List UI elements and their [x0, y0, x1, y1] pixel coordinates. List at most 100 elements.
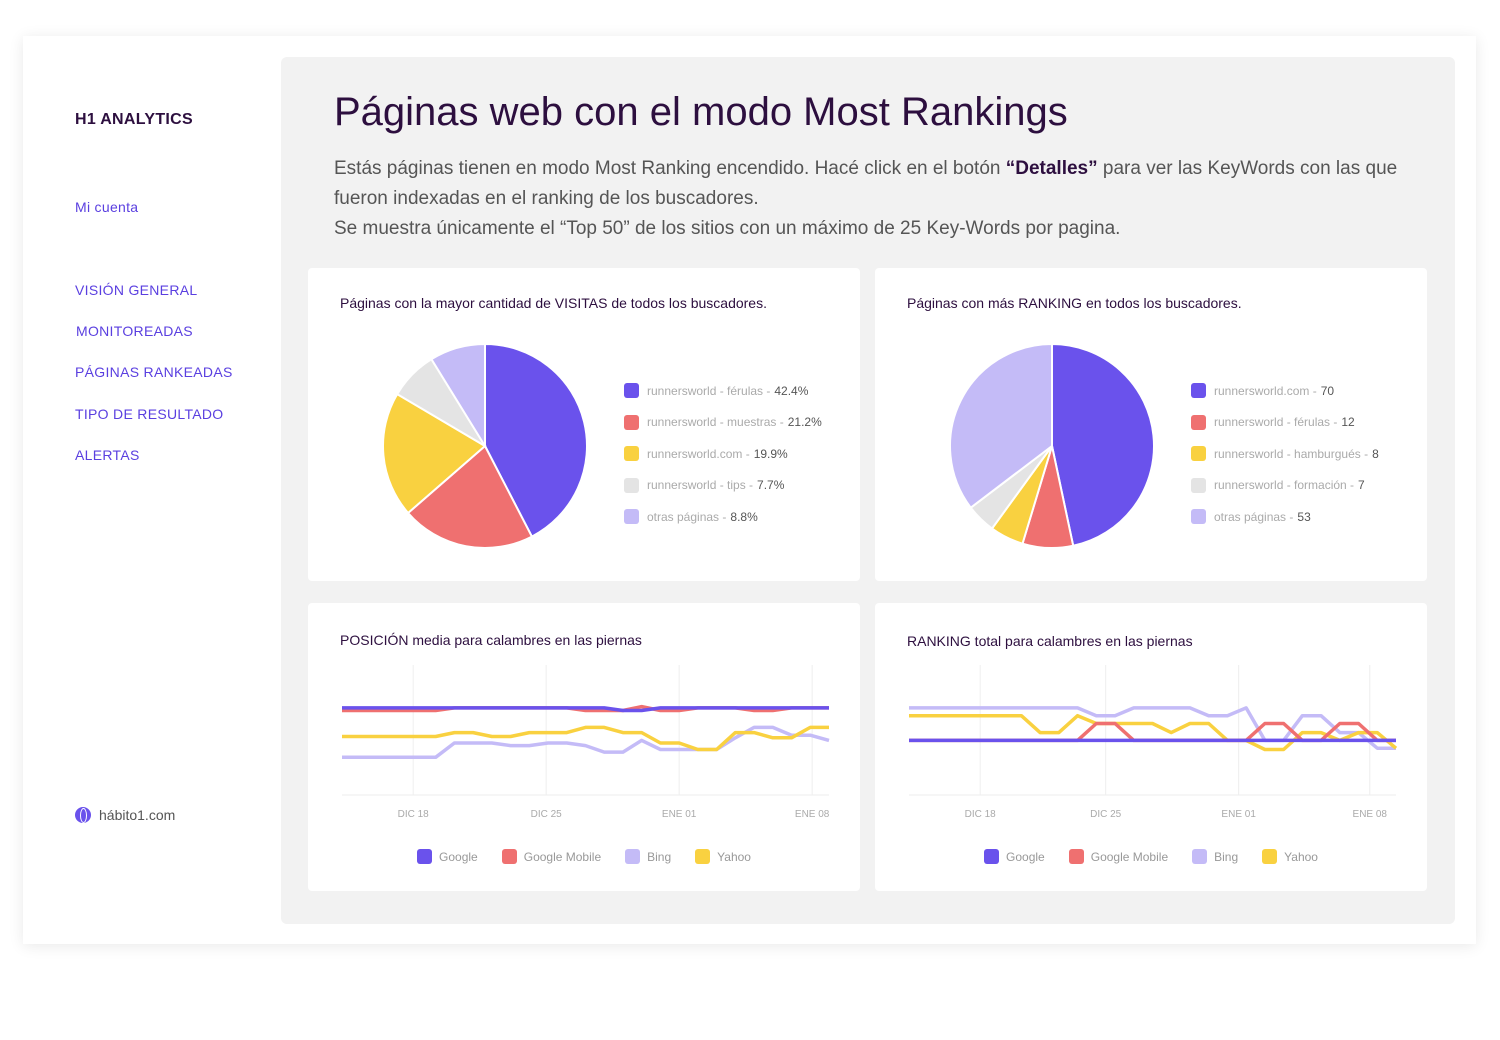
legend-swatch [417, 849, 433, 864]
x-tick-label: DIC 18 [398, 809, 430, 820]
legend-swatch [624, 414, 639, 430]
legend-label: Google Mobile [1090, 849, 1169, 864]
pie-slice[interactable] [430, 342, 486, 450]
legend-swatch [1191, 446, 1206, 462]
series-line-yahoo[interactable] [342, 725, 829, 752]
legend-value: 70 [1320, 383, 1335, 398]
legend-item[interactable]: Google Mobile [1068, 849, 1169, 864]
legend-label: Google [439, 849, 478, 864]
ranking-line-card: RANKING total para calambres en las pier… [875, 603, 1427, 891]
legend-item[interactable]: runnersworld.com -70 [1191, 375, 1379, 407]
legend-label: Bing [1214, 849, 1239, 864]
desc-text: Se muestra únicamente el “Top 50” de los… [334, 218, 1121, 239]
legend-value: 12 [1341, 415, 1355, 430]
sidebar-item-vision-general[interactable]: VISIÓN GENERAL [75, 282, 198, 298]
pie-slice[interactable] [484, 342, 588, 538]
legend-label: runnersworld.com - [1214, 383, 1317, 398]
legend-value: 7 [1358, 478, 1365, 493]
legend-value: 21.2% [787, 415, 822, 430]
globe-icon [75, 807, 91, 823]
legend-label: Yahoo [1284, 849, 1318, 864]
chart-legend: Google Google Mobile Bing Yahoo [308, 849, 860, 864]
chart-title: POSICIÓN media para calambres en las pie… [340, 632, 642, 648]
legend-label: runnersworld - tips - [647, 478, 754, 493]
legend-item[interactable]: Yahoo [695, 849, 751, 864]
legend-label: Yahoo [717, 849, 751, 864]
legend-item[interactable]: Bing [1192, 849, 1238, 864]
chart-legend: runnersworld - férulas -42.4% runnersworl… [624, 375, 822, 533]
chart-title: Páginas con más RANKING en todos los bus… [907, 295, 1242, 311]
ranking-pie-card: Páginas con más RANKING en todos los bus… [875, 268, 1427, 581]
legend-swatch [695, 849, 711, 864]
position-line-chart: DIC 18 DIC 25 ENE 01 ENE 08 [342, 665, 830, 820]
x-tick-label: ENE 08 [795, 809, 830, 820]
legend-swatch [624, 477, 639, 493]
position-line-card: POSICIÓN media para calambres en las pie… [308, 603, 860, 891]
legend-swatch [1191, 383, 1206, 399]
legend-item[interactable]: Google Mobile [501, 849, 602, 864]
legend-swatch [984, 849, 1000, 864]
legend-swatch [624, 446, 639, 462]
legend-swatch [1068, 849, 1084, 864]
legend-item[interactable]: runnersworld - muestras -21.2% [624, 407, 822, 439]
legend-item[interactable]: runnersworld - formación -7 [1191, 470, 1379, 502]
site-link[interactable]: hábito1.com [75, 807, 175, 823]
legend-item[interactable]: runnersworld - hamburgués -8 [1191, 438, 1379, 470]
my-account-link[interactable]: Mi cuenta [75, 199, 139, 215]
x-tick-label: ENE 01 [662, 809, 697, 820]
legend-item[interactable]: Google [417, 849, 478, 864]
legend-swatch [501, 849, 517, 864]
brand-logo: H1 ANALYTICS [75, 111, 193, 128]
legend-value: 8 [1372, 446, 1379, 461]
legend-swatch [624, 509, 639, 525]
legend-swatch [1191, 414, 1206, 430]
legend-label: Google [1006, 849, 1045, 864]
pie-slice[interactable] [1051, 342, 1155, 547]
legend-item[interactable]: Yahoo [1262, 849, 1318, 864]
legend-item[interactable]: Bing [625, 849, 671, 864]
pie-slice[interactable] [406, 444, 534, 549]
legend-item[interactable]: otras páginas -53 [1191, 501, 1379, 533]
sidebar-item-tipo-resultado[interactable]: TIPO DE RESULTADO [75, 406, 224, 422]
legend-swatch [1192, 849, 1208, 864]
legend-item[interactable]: runnersworld - férulas -42.4% [624, 375, 822, 407]
legend-label: Bing [647, 849, 672, 864]
x-tick-label: DIC 18 [965, 809, 997, 820]
series-line-bing[interactable] [909, 706, 1396, 750]
pie-slice[interactable] [382, 392, 487, 515]
legend-value: 19.9% [753, 446, 788, 461]
visits-pie-card: Páginas con la mayor cantidad de VISITAS… [308, 268, 860, 581]
legend-swatch [625, 849, 641, 864]
legend-swatch [624, 383, 639, 399]
series-line-google[interactable] [342, 706, 829, 713]
sidebar-item-alertas[interactable]: ALERTAS [75, 447, 140, 463]
page-title: Páginas web con el modo Most Rankings [334, 90, 1068, 134]
legend-label: otras páginas - [647, 509, 727, 524]
legend-item[interactable]: runnersworld - férulas -12 [1191, 407, 1379, 439]
pie-slice[interactable] [949, 342, 1053, 510]
desc-bold: “Detalles” [1005, 158, 1098, 179]
sidebar-item-paginas-rankeadas[interactable]: PÁGINAS RANKEADAS [75, 364, 233, 380]
ranking-pie-chart [949, 342, 1155, 549]
legend-value: 53 [1297, 509, 1311, 524]
legend-item[interactable]: Google [984, 849, 1045, 864]
chart-title: RANKING total para calambres en las pier… [907, 633, 1193, 649]
legend-label: runnersworld.com - [647, 446, 750, 461]
chart-legend: Google Google Mobile Bing Yahoo [875, 849, 1427, 864]
legend-label: runnersworld - férulas - [647, 383, 771, 398]
chart-title: Páginas con la mayor cantidad de VISITAS… [340, 295, 767, 311]
site-label: hábito1.com [99, 807, 176, 823]
legend-item[interactable]: otras páginas -8.8% [624, 501, 822, 533]
x-tick-label: ENE 01 [1221, 809, 1256, 820]
sidebar-item-monitoreadas[interactable]: MONITOREADAS [76, 323, 193, 339]
legend-label: runnersworld - muestras - [647, 415, 784, 430]
legend-label: Google Mobile [523, 849, 602, 864]
x-tick-label: DIC 25 [1090, 809, 1122, 820]
chart-legend: runnersworld.com -70 runnersworld - férul… [1191, 375, 1379, 533]
legend-item[interactable]: runnersworld.com -19.9% [624, 438, 822, 470]
visits-pie-chart [382, 342, 588, 549]
series-line-yahoo[interactable] [909, 713, 1398, 752]
legend-item[interactable]: runnersworld - tips -7.7% [624, 470, 822, 502]
legend-swatch [1262, 849, 1278, 864]
page-description: Estás páginas tienen en modo Most Rankin… [334, 154, 1424, 244]
